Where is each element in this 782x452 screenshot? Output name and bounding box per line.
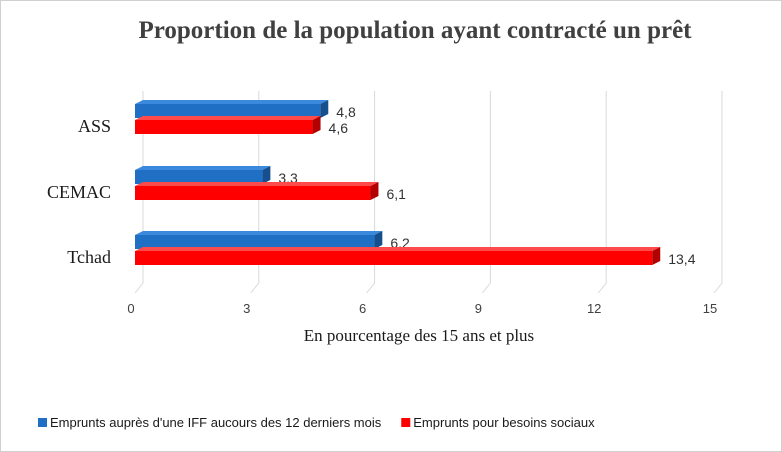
category-label: Tchad xyxy=(67,247,111,267)
x-axis-label: En pourcentage des 15 ans et plus xyxy=(304,326,534,345)
tick-label: 15 xyxy=(703,301,717,316)
data-label: 4,8 xyxy=(336,104,356,120)
x-tick-labels: 0 3 6 9 12 15 xyxy=(127,301,717,316)
tick-label: 3 xyxy=(243,301,250,316)
bar xyxy=(135,116,321,134)
tick-label: 0 xyxy=(127,301,134,316)
category-labels: ASS CEMAC Tchad xyxy=(47,116,111,267)
data-label: 13,4 xyxy=(668,251,695,267)
gridline xyxy=(482,91,491,294)
bar xyxy=(135,166,271,184)
gridline xyxy=(366,91,376,294)
chart-title: Proportion de la population ayant contra… xyxy=(138,17,692,44)
bar xyxy=(135,247,661,265)
bar xyxy=(135,231,383,249)
bars: 4,83,36,24,66,113,4 xyxy=(135,100,696,267)
legend-swatch xyxy=(401,418,411,427)
tick-label: 12 xyxy=(587,301,601,316)
gridline xyxy=(713,91,723,294)
legend-label: Emprunts auprès d'une IFF aucours des 12… xyxy=(50,415,382,430)
grid xyxy=(134,91,723,294)
bar xyxy=(135,182,379,200)
legend: Emprunts auprès d'une IFF aucours des 12… xyxy=(38,415,595,430)
bar xyxy=(135,100,329,118)
category-label: ASS xyxy=(78,116,111,136)
gridline xyxy=(597,91,607,294)
data-label: 4,6 xyxy=(329,120,349,136)
gridline xyxy=(134,91,144,294)
legend-swatch xyxy=(38,418,47,427)
category-label: CEMAC xyxy=(47,182,111,202)
legend-label: Emprunts pour besoins sociaux xyxy=(413,415,595,430)
gridline xyxy=(250,91,260,294)
data-label: 6,1 xyxy=(386,186,406,202)
tick-label: 9 xyxy=(475,301,482,316)
tick-label: 6 xyxy=(359,301,366,316)
